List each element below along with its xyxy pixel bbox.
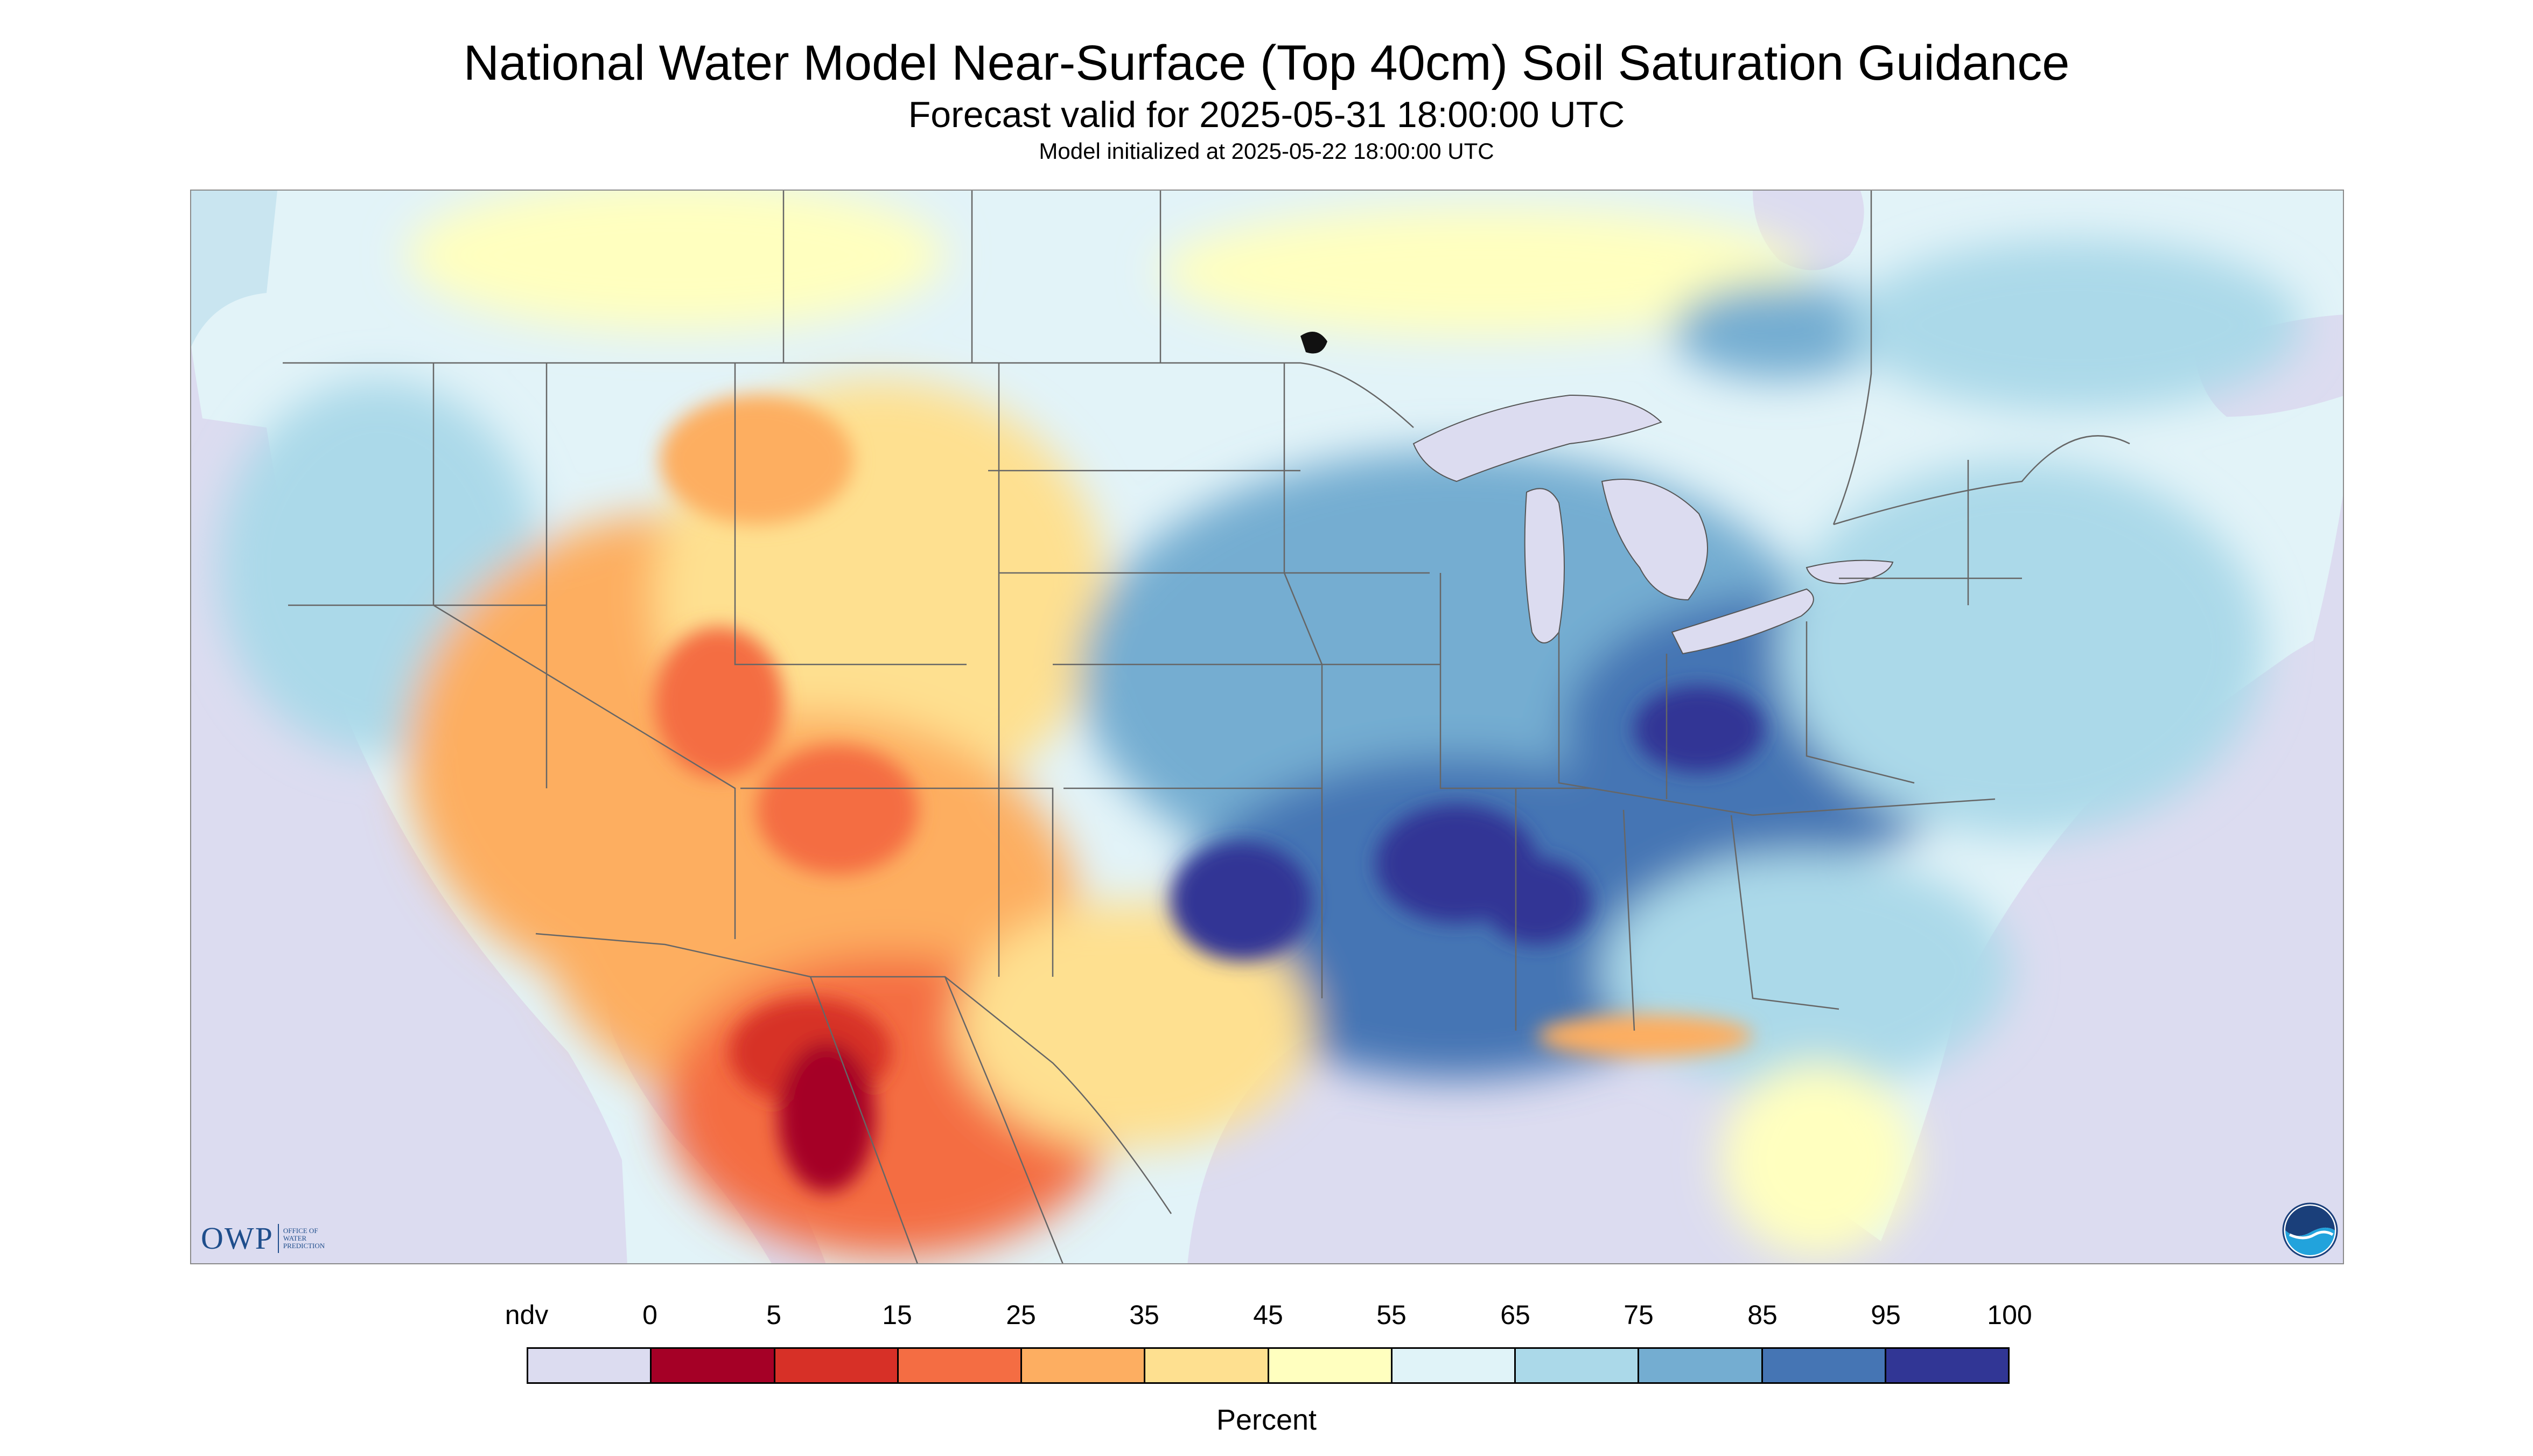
legend-label: 5	[766, 1300, 781, 1330]
sat-region-canada-south	[407, 191, 945, 331]
legend-label: 55	[1376, 1300, 1407, 1330]
map-subtitle: Forecast valid for 2025-05-31 18:00:00 U…	[908, 94, 1625, 135]
boundary-midwest-3	[1558, 632, 1753, 816]
legend-label: 25	[1006, 1300, 1036, 1330]
sat-spot-nm	[757, 745, 918, 874]
sat-spot-sierra-madre	[778, 1041, 875, 1192]
legend-swatch	[1886, 1349, 2008, 1382]
boundary-west-4	[734, 363, 967, 666]
legend-label: 85	[1747, 1300, 1778, 1330]
sat-spot-oklahoma	[1171, 842, 1311, 961]
sat-spot-montana-dry	[660, 395, 853, 524]
owp-logo: OWP OFFICE OF WATER PREDICTION	[201, 1222, 325, 1255]
boundary-east-4	[1730, 815, 1839, 1010]
legend-swatch	[1516, 1349, 1640, 1382]
legend-swatch	[1145, 1349, 1269, 1382]
legend-colorbar	[527, 1347, 2010, 1384]
map-title: National Water Model Near-Surface (Top 4…	[463, 36, 2070, 90]
owp-logo-line: PREDICTION	[283, 1242, 325, 1250]
sat-region-ontario-wet	[1672, 282, 1887, 379]
boundary-east-5	[1806, 621, 1915, 784]
boundary-east-3	[1622, 809, 1635, 1031]
lake-erie	[1671, 588, 1814, 655]
lake-michigan	[1524, 488, 1565, 643]
legend-label: 35	[1129, 1300, 1159, 1330]
sat-spot-mississippi	[1484, 858, 1591, 944]
legend-swatch	[652, 1349, 775, 1382]
legend-swatch	[898, 1349, 1022, 1382]
sat-region-florida	[1720, 1063, 1914, 1257]
legend-label: 95	[1871, 1300, 1901, 1330]
us-canada-border-east	[1833, 435, 2130, 526]
sat-spot-gulf-coast-dry	[1537, 1014, 1753, 1058]
boundary-mexico-2	[809, 976, 918, 1263]
legend-swatch	[1392, 1349, 1516, 1382]
owp-logo-line: WATER	[283, 1234, 307, 1242]
legend-label: 15	[882, 1300, 912, 1330]
boundary-mexico-1	[944, 976, 1063, 1263]
legend-swatch	[775, 1349, 899, 1382]
legend-label: ndv	[505, 1300, 549, 1330]
sat-region-canada-central	[1160, 207, 1807, 336]
boundary-west-2	[432, 363, 736, 939]
legend-label: 0	[642, 1300, 657, 1330]
sat-spot-utah	[654, 627, 783, 778]
owp-logo-words: OFFICE OF WATER PREDICTION	[283, 1227, 325, 1250]
owp-logo-line: OFFICE OF	[283, 1227, 318, 1235]
sat-region-texas	[956, 901, 1311, 1149]
legend-label: 75	[1624, 1300, 1654, 1330]
sat-spot-kentucky	[1634, 686, 1764, 772]
sat-region-quebec	[1850, 239, 2302, 411]
owp-logo-mark: OWP	[201, 1221, 274, 1256]
legend-swatch	[528, 1349, 652, 1382]
ndv-region-canada-edge	[191, 191, 277, 347]
owp-logo-divider	[277, 1224, 279, 1253]
legend-labels: ndv 0 5 15 25 35 45 55 65 75 85 95 100	[0, 1299, 2533, 1336]
map-canvas	[191, 191, 2343, 1263]
legend-swatch	[1639, 1349, 1763, 1382]
model-init-text: Model initialized at 2025-05-22 18:00:00…	[1039, 138, 1494, 164]
legend-swatch	[1022, 1349, 1146, 1382]
sat-region-northeast	[1780, 460, 2264, 837]
legend-label: 65	[1500, 1300, 1530, 1330]
lake-superior	[1412, 394, 1662, 482]
saturation-field	[218, 191, 2302, 1257]
legend-unit-label: Percent	[1216, 1404, 1317, 1436]
legend-label: 45	[1253, 1300, 1283, 1330]
noaa-logo-icon	[2282, 1202, 2338, 1258]
lake-huron	[1601, 479, 1708, 601]
legend-swatch	[1762, 1349, 1886, 1382]
boundary-west-6	[740, 787, 1054, 977]
political-boundaries	[283, 191, 2130, 1263]
boundary-midwest-2	[1439, 573, 1591, 789]
boundary-midwest-1	[1283, 363, 1323, 788]
atlantic-ocean	[1872, 622, 2343, 1263]
legend-swatch	[1269, 1349, 1393, 1382]
us-mexico-border	[535, 933, 1172, 1214]
lake-of-the-woods	[1300, 332, 1327, 354]
boundary-east-1	[1752, 798, 1996, 816]
boundary-canada-4	[1832, 191, 1872, 525]
legend-label: 100	[1987, 1300, 2032, 1330]
us-canada-border	[283, 362, 1414, 428]
soil-saturation-map	[190, 190, 2344, 1264]
